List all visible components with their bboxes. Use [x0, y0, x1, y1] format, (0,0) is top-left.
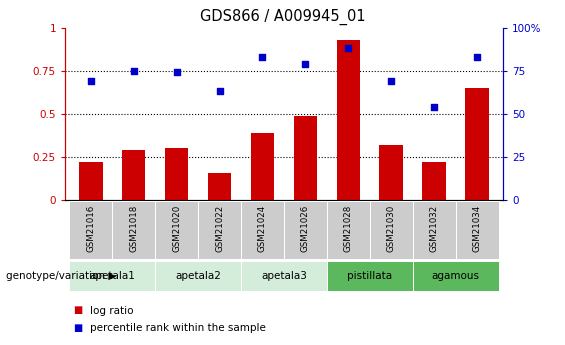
- Text: percentile rank within the sample: percentile rank within the sample: [90, 324, 266, 333]
- Bar: [165, 148, 188, 200]
- Text: log ratio: log ratio: [90, 306, 134, 315]
- FancyBboxPatch shape: [155, 261, 241, 291]
- Bar: [423, 162, 446, 200]
- FancyBboxPatch shape: [155, 201, 198, 259]
- Bar: [466, 88, 489, 200]
- Point: [215, 89, 224, 94]
- Point: [344, 46, 353, 51]
- FancyBboxPatch shape: [412, 261, 498, 291]
- FancyBboxPatch shape: [327, 261, 412, 291]
- Point: [429, 104, 438, 110]
- Point: [386, 78, 396, 84]
- Text: GSM21024: GSM21024: [258, 205, 267, 252]
- Text: GSM21032: GSM21032: [429, 205, 438, 252]
- FancyBboxPatch shape: [455, 201, 498, 259]
- FancyBboxPatch shape: [284, 201, 327, 259]
- Text: GSM21028: GSM21028: [344, 205, 353, 252]
- Bar: [208, 172, 231, 200]
- Bar: [380, 145, 403, 200]
- FancyBboxPatch shape: [69, 201, 112, 259]
- Point: [472, 54, 481, 60]
- FancyBboxPatch shape: [241, 261, 327, 291]
- Bar: [337, 40, 360, 200]
- FancyBboxPatch shape: [198, 201, 241, 259]
- Text: apetala1: apetala1: [89, 271, 135, 281]
- Bar: [294, 116, 317, 200]
- Point: [86, 78, 95, 84]
- Text: pistillata: pistillata: [347, 271, 392, 281]
- Text: GSM21034: GSM21034: [472, 205, 481, 252]
- Text: GSM21022: GSM21022: [215, 205, 224, 252]
- FancyBboxPatch shape: [112, 201, 155, 259]
- FancyBboxPatch shape: [412, 201, 455, 259]
- Text: GSM21030: GSM21030: [386, 205, 396, 252]
- Text: ■: ■: [73, 306, 82, 315]
- Text: GSM21026: GSM21026: [301, 205, 310, 252]
- Text: genotype/variation ▶: genotype/variation ▶: [6, 271, 116, 281]
- Text: GSM21018: GSM21018: [129, 205, 138, 252]
- FancyBboxPatch shape: [241, 201, 284, 259]
- FancyBboxPatch shape: [327, 201, 370, 259]
- Text: agamous: agamous: [432, 271, 480, 281]
- FancyBboxPatch shape: [370, 201, 412, 259]
- Point: [301, 61, 310, 67]
- Text: ■: ■: [73, 324, 82, 333]
- Bar: [122, 150, 145, 200]
- Text: GDS866 / A009945_01: GDS866 / A009945_01: [199, 9, 366, 25]
- Text: GSM21016: GSM21016: [86, 205, 95, 252]
- Point: [129, 68, 138, 73]
- Point: [258, 54, 267, 60]
- Bar: [251, 133, 274, 200]
- FancyBboxPatch shape: [69, 261, 155, 291]
- Text: GSM21020: GSM21020: [172, 205, 181, 252]
- Point: [172, 70, 181, 75]
- Bar: [79, 162, 102, 200]
- Text: apetala3: apetala3: [261, 271, 307, 281]
- Text: apetala2: apetala2: [175, 271, 221, 281]
